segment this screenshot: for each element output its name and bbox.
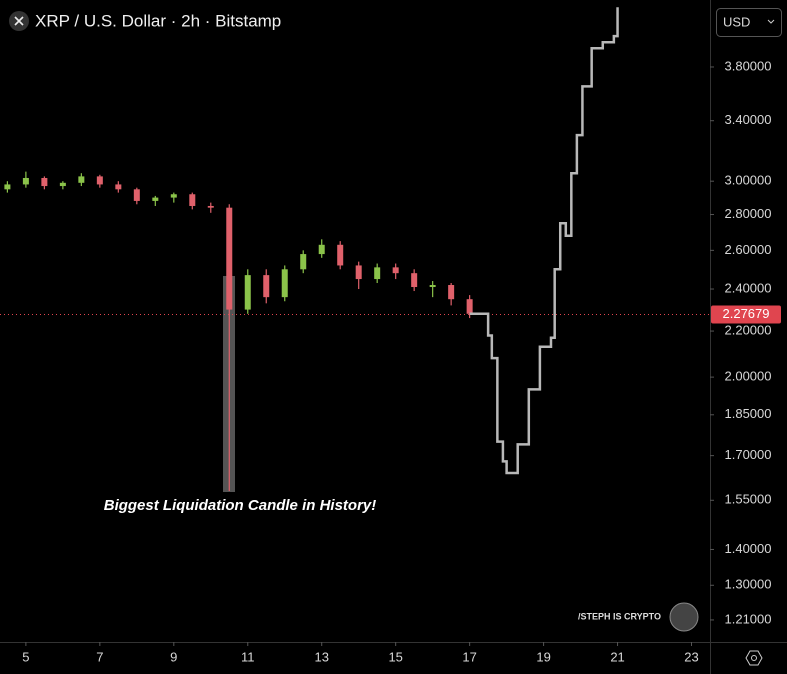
candle-body bbox=[4, 184, 11, 190]
chart-title: XRP / U.S. Dollar · 2h · Bitstamp bbox=[35, 11, 281, 30]
candle-body bbox=[59, 182, 66, 187]
candle-body bbox=[22, 177, 29, 185]
x-tick-label: 17 bbox=[462, 649, 476, 664]
candle-body bbox=[263, 275, 270, 298]
candle-body bbox=[115, 184, 122, 190]
candle-body bbox=[374, 267, 381, 280]
candle-body bbox=[96, 176, 103, 185]
x-tick-label: 23 bbox=[684, 649, 698, 664]
y-tick-label: 3.80000 bbox=[725, 58, 772, 73]
last-price-label: 2.27679 bbox=[723, 306, 770, 321]
candle-body bbox=[41, 177, 48, 187]
x-tick-label: 11 bbox=[241, 649, 255, 664]
y-tick-label: 3.00000 bbox=[725, 173, 772, 188]
y-tick-label: 1.85000 bbox=[725, 406, 772, 421]
x-tick-label: 15 bbox=[388, 649, 402, 664]
candle-body bbox=[318, 244, 325, 255]
x-tick-label: 7 bbox=[96, 649, 103, 664]
y-tick-label: 2.00000 bbox=[725, 369, 772, 384]
y-tick-label: 3.40000 bbox=[725, 112, 772, 127]
settings-icon[interactable] bbox=[745, 650, 763, 666]
close-icon bbox=[14, 16, 24, 26]
candle-body bbox=[78, 176, 85, 183]
candle-body bbox=[281, 269, 288, 298]
y-tick-label: 1.70000 bbox=[725, 447, 772, 462]
y-tick-label: 1.21000 bbox=[725, 611, 772, 626]
x-tick-label: 13 bbox=[314, 649, 328, 664]
dropdown-icon bbox=[767, 19, 775, 24]
currency-select[interactable] bbox=[716, 8, 782, 37]
candle-body bbox=[411, 273, 418, 288]
candle-body bbox=[226, 207, 233, 310]
candle-body bbox=[429, 285, 436, 288]
last-price-box bbox=[711, 305, 781, 324]
candle-body bbox=[355, 265, 362, 280]
candle-body bbox=[152, 197, 159, 201]
plot bbox=[0, 7, 710, 492]
x-tick-label: 21 bbox=[610, 649, 624, 664]
watermark: /STEPH IS CRYPTO bbox=[578, 611, 661, 621]
y-tick-label: 1.30000 bbox=[725, 577, 772, 592]
y-tick-label: 2.80000 bbox=[725, 206, 772, 221]
avatar bbox=[669, 602, 699, 632]
settings-icon-center bbox=[751, 655, 757, 661]
y-tick-label: 2.40000 bbox=[725, 280, 772, 295]
candle-body bbox=[133, 189, 140, 201]
candle-body bbox=[392, 267, 399, 274]
y-tick-label: 2.20000 bbox=[725, 323, 772, 338]
candle-body bbox=[466, 299, 473, 314]
x-tick-label: 9 bbox=[170, 649, 177, 664]
candle-body bbox=[170, 194, 177, 198]
projection-line bbox=[469, 7, 619, 475]
annotation: Biggest Liquidation Candle in History! bbox=[104, 497, 377, 514]
x-tick-label: 19 bbox=[536, 649, 550, 664]
y-tick-label: 1.40000 bbox=[725, 541, 772, 556]
y-tick-label: 1.55000 bbox=[725, 492, 772, 507]
candle-body bbox=[300, 254, 307, 270]
currency: USD bbox=[723, 14, 750, 29]
x-tick-label: 5 bbox=[22, 649, 29, 664]
candle-body bbox=[448, 285, 455, 300]
candle-body bbox=[244, 275, 251, 310]
y-tick-label: 2.60000 bbox=[725, 242, 772, 257]
candle-body bbox=[207, 205, 214, 208]
candle-body bbox=[337, 244, 344, 266]
candle-body bbox=[189, 194, 196, 206]
